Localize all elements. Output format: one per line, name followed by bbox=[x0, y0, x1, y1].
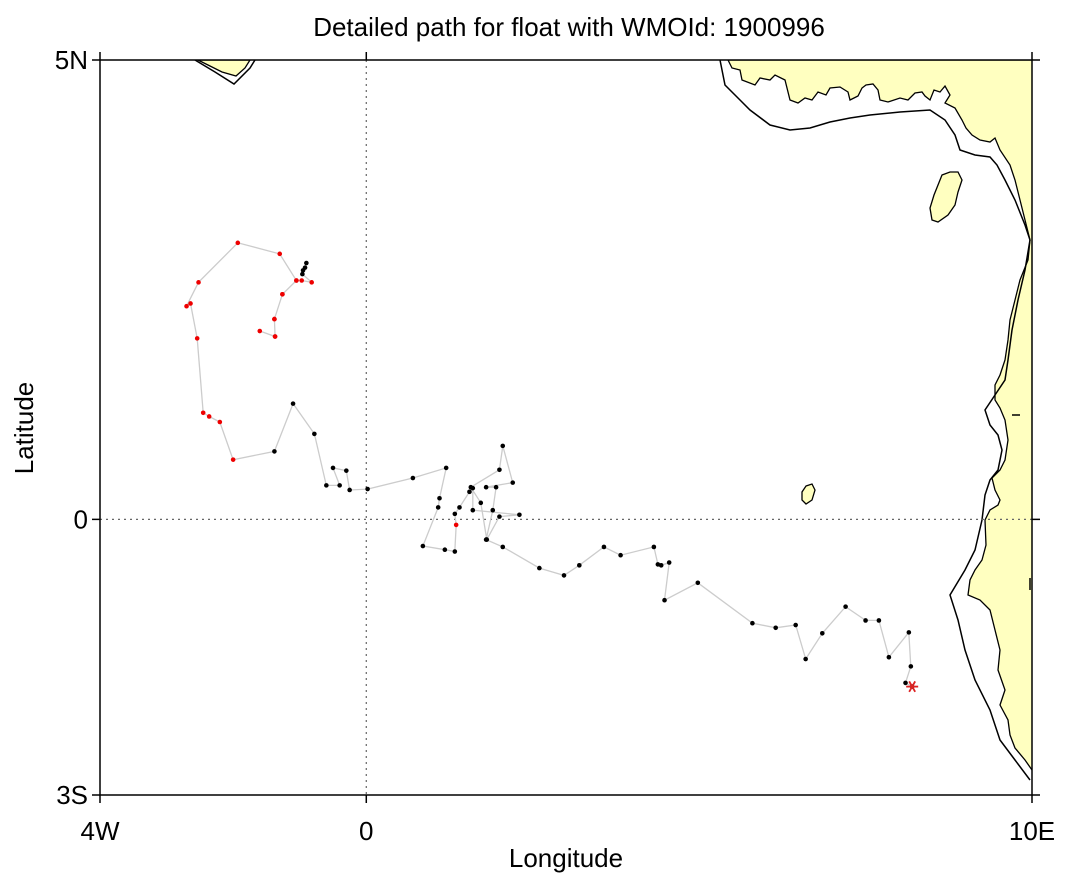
offshore-contour-west bbox=[194, 60, 256, 85]
profile-point bbox=[695, 580, 701, 586]
x-tick-label: 0 bbox=[359, 816, 373, 846]
profile-point bbox=[188, 301, 193, 306]
profile-point bbox=[452, 549, 458, 554]
x-tick-label: 10E bbox=[1009, 816, 1055, 846]
profile-point bbox=[300, 271, 305, 277]
y-axis-label: Latitude bbox=[9, 382, 39, 475]
profile-point bbox=[184, 303, 189, 309]
profile-point bbox=[299, 278, 305, 283]
profile-point bbox=[230, 457, 236, 462]
profile-point bbox=[435, 505, 441, 510]
profile-point bbox=[483, 484, 489, 490]
coastline-africa bbox=[727, 60, 1032, 771]
profile-point bbox=[452, 511, 458, 517]
profile-point bbox=[484, 537, 490, 542]
profile-point bbox=[217, 419, 223, 425]
profile-point bbox=[493, 484, 499, 490]
profile-point bbox=[490, 507, 496, 513]
profile-point bbox=[478, 500, 484, 506]
profile-point bbox=[773, 625, 778, 631]
profile-point bbox=[294, 278, 299, 283]
profile-point bbox=[662, 597, 667, 603]
y-tick-label: 5N bbox=[55, 45, 88, 75]
profile-point bbox=[843, 604, 848, 609]
profile-point bbox=[470, 485, 476, 491]
profile-point bbox=[500, 544, 506, 550]
profile-point bbox=[577, 563, 582, 568]
y-tick-label: 0 bbox=[74, 504, 88, 534]
profile-point bbox=[908, 664, 914, 669]
profile-point bbox=[655, 562, 661, 567]
y-tick-label: 3S bbox=[56, 780, 88, 810]
profile-point bbox=[277, 251, 283, 257]
axis-ticks: 4W 0 10E 5N 0 3S bbox=[55, 45, 1055, 846]
profile-point bbox=[365, 486, 370, 492]
profile-point bbox=[272, 316, 277, 322]
profile-point bbox=[442, 547, 448, 552]
profile-point bbox=[410, 475, 416, 481]
profile-point bbox=[280, 291, 285, 297]
profile-point bbox=[194, 336, 200, 341]
profile-point bbox=[272, 449, 277, 454]
profile-point bbox=[876, 618, 882, 623]
profile-point bbox=[330, 465, 336, 471]
profile-point bbox=[906, 630, 912, 635]
x-tick-label: 4W bbox=[81, 816, 120, 846]
profile-point bbox=[500, 443, 506, 449]
profile-point bbox=[618, 552, 623, 558]
profile-point bbox=[517, 512, 522, 518]
profile-point bbox=[302, 265, 308, 270]
profile-point bbox=[903, 680, 908, 686]
profile-point bbox=[886, 654, 892, 660]
profile-point bbox=[497, 467, 502, 473]
land-layer bbox=[194, 60, 1032, 781]
profile-point bbox=[750, 620, 755, 626]
profile-point bbox=[344, 468, 349, 473]
profile-point bbox=[510, 480, 516, 485]
profile-point bbox=[309, 280, 314, 285]
profile-point bbox=[324, 483, 329, 488]
plot-frame bbox=[99, 59, 1033, 796]
profile-point bbox=[820, 631, 825, 636]
profile-point bbox=[601, 544, 607, 550]
profile-point bbox=[467, 489, 472, 495]
island-sao-tome bbox=[801, 483, 816, 505]
profile-point bbox=[863, 618, 868, 623]
profile-point bbox=[470, 507, 476, 513]
island-annobon-top bbox=[197, 60, 251, 77]
profile-point bbox=[497, 514, 502, 519]
profile-point bbox=[347, 487, 352, 493]
profile-point bbox=[304, 260, 309, 266]
profile-point bbox=[537, 565, 542, 571]
profile-point bbox=[206, 414, 212, 419]
chart-title: Detailed path for float with WMOId: 1900… bbox=[313, 12, 825, 42]
profile-point bbox=[443, 465, 449, 471]
profile-point bbox=[457, 505, 462, 510]
profile-point bbox=[312, 431, 317, 437]
float-track bbox=[184, 240, 919, 693]
profile-point bbox=[200, 410, 206, 416]
x-axis-label: Longitude bbox=[509, 843, 623, 873]
profile-point bbox=[803, 656, 808, 662]
offshore-contour-east bbox=[719, 60, 1031, 781]
last-position-marker bbox=[906, 680, 919, 693]
profile-point bbox=[437, 495, 442, 501]
profile-point bbox=[196, 280, 201, 285]
profile-point bbox=[337, 483, 342, 488]
island-bioko bbox=[929, 171, 963, 223]
profile-point bbox=[561, 573, 567, 578]
track-line bbox=[184, 242, 913, 688]
profile-point bbox=[651, 544, 657, 550]
profile-point bbox=[793, 622, 798, 628]
profile-point bbox=[272, 334, 278, 339]
profile-point bbox=[666, 560, 672, 565]
profile-point bbox=[290, 401, 296, 406]
reference-lines bbox=[100, 60, 1032, 795]
profile-point bbox=[257, 328, 263, 334]
profile-point bbox=[235, 240, 241, 246]
profile-point bbox=[453, 522, 459, 528]
profile-point bbox=[420, 543, 426, 549]
